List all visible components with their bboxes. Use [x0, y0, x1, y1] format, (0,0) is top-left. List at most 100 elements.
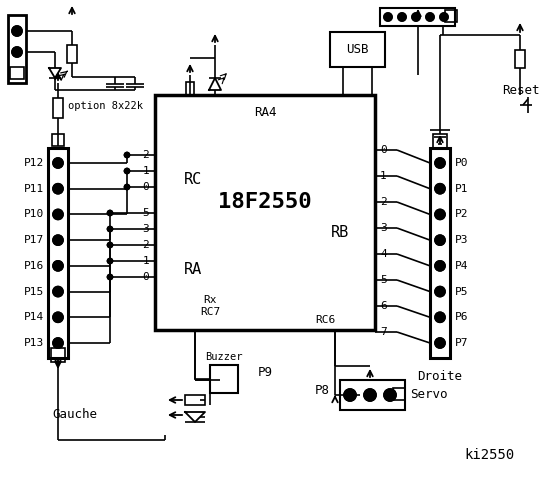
- Text: P15: P15: [24, 287, 44, 297]
- Bar: [185, 395, 205, 405]
- Text: 0: 0: [142, 182, 149, 192]
- Text: P14: P14: [24, 312, 44, 322]
- Text: Rx: Rx: [204, 295, 217, 305]
- Text: 6: 6: [380, 301, 387, 311]
- Bar: [433, 134, 447, 148]
- Circle shape: [435, 287, 445, 297]
- Circle shape: [344, 389, 356, 401]
- Text: 5: 5: [142, 208, 149, 218]
- Text: 0: 0: [142, 272, 149, 282]
- Circle shape: [53, 209, 63, 219]
- Text: P13: P13: [24, 338, 44, 348]
- Text: Buzzer: Buzzer: [205, 352, 243, 362]
- Circle shape: [435, 338, 445, 348]
- Text: P3: P3: [455, 235, 468, 245]
- Text: RC: RC: [184, 172, 202, 188]
- Text: RA4: RA4: [254, 107, 276, 120]
- Bar: [515, 50, 525, 68]
- Text: P0: P0: [455, 158, 468, 168]
- Bar: [210, 365, 238, 393]
- Text: RC7: RC7: [200, 307, 220, 317]
- Bar: [155, 95, 375, 330]
- Text: P10: P10: [24, 209, 44, 219]
- Bar: [186, 82, 194, 96]
- Text: P16: P16: [24, 261, 44, 271]
- Text: P7: P7: [455, 338, 468, 348]
- Circle shape: [440, 13, 448, 21]
- Text: 2: 2: [380, 197, 387, 207]
- Text: 2: 2: [142, 150, 149, 160]
- Bar: [8, 15, 26, 83]
- Text: RA: RA: [184, 263, 202, 277]
- Bar: [52, 134, 64, 146]
- Bar: [340, 380, 405, 410]
- Text: Reset: Reset: [502, 84, 540, 96]
- Circle shape: [124, 153, 129, 157]
- Circle shape: [435, 261, 445, 271]
- Circle shape: [12, 47, 22, 57]
- Text: P17: P17: [24, 235, 44, 245]
- Text: P4: P4: [455, 261, 468, 271]
- Text: P2: P2: [455, 209, 468, 219]
- Text: RB: RB: [331, 225, 349, 240]
- Text: P12: P12: [24, 158, 44, 168]
- Circle shape: [398, 13, 406, 21]
- Text: Droite: Droite: [418, 370, 462, 383]
- Text: P8: P8: [315, 384, 330, 396]
- Text: Servo: Servo: [410, 388, 447, 401]
- Text: 0: 0: [380, 145, 387, 155]
- Circle shape: [53, 158, 63, 168]
- Bar: [430, 148, 450, 358]
- Bar: [53, 98, 63, 118]
- Circle shape: [124, 168, 129, 173]
- Circle shape: [384, 13, 392, 21]
- Text: P11: P11: [24, 184, 44, 194]
- Circle shape: [435, 158, 445, 168]
- Text: 18F2550: 18F2550: [218, 192, 312, 213]
- Text: ki2550: ki2550: [465, 448, 515, 462]
- Circle shape: [124, 184, 129, 190]
- Circle shape: [53, 235, 63, 245]
- Text: 2: 2: [142, 240, 149, 250]
- Circle shape: [53, 338, 63, 348]
- Text: Gauche: Gauche: [53, 408, 97, 421]
- Text: P1: P1: [455, 184, 468, 194]
- Bar: [51, 348, 65, 362]
- Text: 5: 5: [380, 275, 387, 285]
- Text: 7: 7: [380, 327, 387, 337]
- Text: P5: P5: [455, 287, 468, 297]
- Circle shape: [426, 13, 434, 21]
- Text: P9: P9: [258, 367, 273, 380]
- Bar: [445, 10, 457, 22]
- Text: 1: 1: [142, 256, 149, 266]
- Text: 1: 1: [142, 166, 149, 176]
- Bar: [330, 32, 385, 67]
- Circle shape: [53, 184, 63, 194]
- Circle shape: [412, 13, 420, 21]
- Text: P6: P6: [455, 312, 468, 322]
- Circle shape: [12, 26, 22, 36]
- Circle shape: [107, 275, 112, 279]
- Bar: [380, 8, 455, 26]
- Circle shape: [384, 389, 396, 401]
- Text: option 8x22k: option 8x22k: [68, 101, 143, 111]
- Circle shape: [107, 211, 112, 216]
- Text: 3: 3: [142, 224, 149, 234]
- Circle shape: [435, 209, 445, 219]
- Bar: [10, 67, 24, 79]
- Text: 4: 4: [380, 249, 387, 259]
- Circle shape: [107, 227, 112, 231]
- Bar: [393, 388, 405, 400]
- Text: 1: 1: [380, 171, 387, 181]
- Circle shape: [435, 235, 445, 245]
- Circle shape: [53, 261, 63, 271]
- Circle shape: [435, 312, 445, 322]
- Circle shape: [53, 312, 63, 322]
- Text: USB: USB: [346, 43, 369, 56]
- Circle shape: [435, 184, 445, 194]
- Circle shape: [364, 389, 376, 401]
- Text: 3: 3: [380, 223, 387, 233]
- Text: RC6: RC6: [315, 315, 335, 325]
- Circle shape: [107, 259, 112, 264]
- Circle shape: [53, 287, 63, 297]
